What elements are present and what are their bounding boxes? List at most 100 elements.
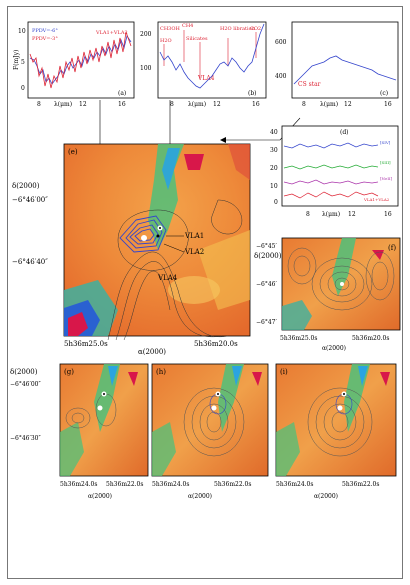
ytick-a-2: 10: [18, 28, 26, 35]
ra-label-i: α(2000): [314, 493, 338, 500]
series-red-a: [29, 31, 132, 89]
map-panel-f: (f) δ(2000) −6°45′ −6°46′ −6°47′ 5h36m25…: [252, 236, 404, 354]
dec-tick-f-0: −6°45′: [256, 243, 277, 250]
trace-vla12: [283, 191, 379, 199]
ra-tick-i-0: 5h36m24.0s: [276, 481, 313, 488]
letter-g: (g): [64, 368, 74, 376]
dec-label-f: δ(2000): [254, 252, 282, 260]
letter-a: (a): [118, 90, 126, 97]
xlabel-a: λ(μm): [54, 101, 72, 108]
dec-tick-g-1: −6°46′30″: [10, 435, 41, 442]
ytick-d-2: 20: [270, 165, 278, 172]
feature-silicates: Silicates: [186, 36, 208, 42]
xtick-b-2: 16: [252, 101, 260, 108]
spectrum-panel-a: F(mJy) 0 5 10 8 12 16 λ(μm) PPDV=-6° PPD…: [13, 21, 135, 108]
ra-tick-e-1: 5h36m20.0s: [194, 340, 238, 348]
letter-b: (b): [248, 90, 257, 97]
xtick-b-0: 8: [170, 101, 174, 108]
xtick-d-1: 12: [348, 211, 356, 218]
dec-label-g: δ(2000): [10, 368, 38, 376]
ylabel-a: F(mJy): [13, 50, 20, 70]
dec-tick-f-2: −6°47′: [256, 319, 277, 326]
label-vla2: VLA2: [184, 248, 204, 256]
label-vla4: VLA4: [157, 274, 178, 282]
feature-h2o-1: H2O: [160, 38, 172, 44]
letter-f: (f): [388, 244, 396, 252]
spectrum-panel-c: 400 600 8 12 16 λ(μm) CS star (c): [275, 21, 399, 108]
source-marker-i-b: [337, 405, 343, 411]
tag-c: CS star: [298, 81, 321, 88]
xlabel-b: λ(μm): [188, 101, 206, 108]
xtick-c-1: 12: [344, 101, 352, 108]
ra-label-g: α(2000): [88, 493, 112, 500]
ytick-c-0: 400: [275, 73, 287, 80]
contours-blue-e: [119, 215, 167, 253]
series-b: [159, 23, 265, 89]
ytick-b-0: 100: [140, 65, 152, 72]
feature-markers-b: [163, 30, 257, 78]
ra-tick-h-0: 5h36m24.0s: [152, 481, 189, 488]
ra-label-f: α(2000): [322, 345, 346, 352]
connector-lines: [99, 100, 301, 150]
ra-tick-i-1: 5h36m22.0s: [342, 481, 379, 488]
map-panel-h: (h) 5h36m24.0s 5h36m22.0s α(2000): [148, 362, 272, 504]
map-panel-i: (i) 5h36m24.0s 5h36m22.0s α(2000): [272, 362, 404, 504]
ytick-d-1: 10: [270, 183, 278, 190]
trace-label-2: [NeII]: [380, 176, 393, 181]
ra-tick-f-0: 5h36m25.0s: [280, 335, 317, 342]
map-panel-g: (g) δ(2000) −6°46′00″ −6°46′30″ 5h36m24.…: [8, 362, 150, 504]
ra-label-e: α(2000): [138, 348, 166, 356]
feature-h2o-libration: H2O libration: [220, 26, 256, 32]
spectrum-panel-d: 0 10 20 30 40 8 12 16 λ(μm) (d) [SIV] [S…: [270, 125, 399, 218]
contours-h: [183, 387, 245, 457]
letter-i: (i): [280, 368, 288, 376]
ra-tick-g-0: 5h36m24.0s: [60, 481, 97, 488]
ytick-d-3: 30: [270, 147, 278, 154]
dec-tick-g-0: −6°46′00″: [10, 381, 41, 388]
contours-g: [65, 393, 117, 429]
xlabel-d: λ(μm): [322, 211, 340, 218]
xlabel-c: λ(μm): [320, 101, 338, 108]
dec-tick-e-0: −6°46′00″: [12, 196, 48, 204]
feature-co2: CO2: [250, 26, 261, 32]
source-dot-b: [156, 234, 160, 238]
letter-c: (c): [380, 90, 388, 97]
letter-e: (e): [68, 148, 78, 156]
contours-i: [307, 387, 373, 457]
source-marker-g-b: [97, 405, 103, 411]
ytick-c-1: 600: [275, 39, 287, 46]
source-marker-h-b: [211, 405, 217, 411]
legend-a-0: PPDV=-6°: [32, 28, 58, 34]
series-blue-a: [29, 35, 132, 85]
ra-tick-f-1: 5h36m20.0s: [352, 335, 389, 342]
source-dot-h: [217, 393, 219, 395]
xtick-d-2: 16: [384, 211, 392, 218]
ra-tick-g-1: 5h36m22.0s: [106, 481, 143, 488]
source-marker-f: [340, 282, 344, 286]
source-dot-a: [159, 227, 161, 229]
series-c: [293, 55, 397, 85]
label-vla1: VLA1: [184, 232, 204, 240]
trace-siv: [283, 142, 379, 149]
source-dot-g: [103, 393, 105, 395]
source-dot-i: [343, 393, 345, 395]
letter-h: (h): [156, 368, 166, 376]
ytick-a-0: 0: [21, 85, 25, 92]
ra-tick-h-1: 5h36m22.0s: [214, 481, 251, 488]
xtick-c-2: 16: [384, 101, 392, 108]
tag-a: VLA1+VLA2: [95, 30, 128, 36]
tag-b: VLA4: [197, 75, 215, 82]
dec-tick-f-1: −6°46′: [256, 281, 277, 288]
xtick-a-1: 12: [79, 101, 87, 108]
contours-f: [287, 247, 395, 311]
trace-label-1: [SIII]: [380, 160, 391, 165]
xtick-a-0: 8: [37, 101, 41, 108]
dec-label-e: δ(2000): [12, 182, 40, 190]
xtick-b-1: 12: [213, 101, 221, 108]
ytick-d-0: 0: [274, 199, 278, 206]
feature-ch4: CH4: [182, 23, 193, 29]
ytick-d-4: 40: [270, 129, 278, 136]
tag-d: VLA1+VLA2: [363, 197, 390, 202]
trace-neii: [283, 179, 379, 185]
ytick-b-1: 200: [140, 31, 152, 38]
